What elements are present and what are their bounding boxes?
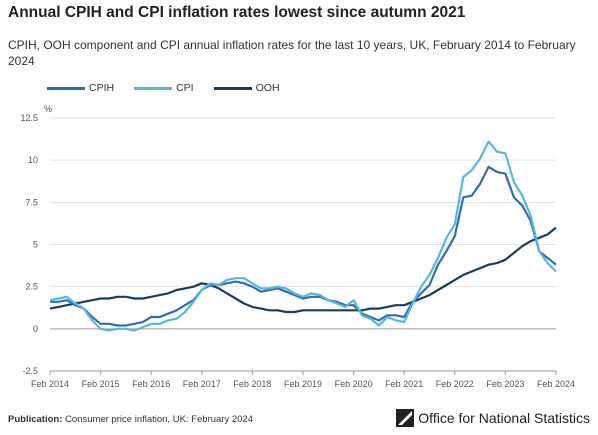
y-tick-label: 0 xyxy=(33,324,38,334)
y-tick-label: 7.5 xyxy=(25,197,38,207)
ons-logo-icon xyxy=(396,409,415,427)
x-tick-label: Feb 2014 xyxy=(31,379,69,389)
y-axis-unit: % xyxy=(44,104,52,114)
y-tick-label: 5 xyxy=(33,240,38,250)
x-tick-label: Feb 2018 xyxy=(233,379,271,389)
ons-logo: Office for National Statistics xyxy=(396,409,590,427)
legend-swatch-cpih xyxy=(47,86,85,90)
x-tick-label: Feb 2017 xyxy=(183,379,221,389)
legend-label-ooh: OOH xyxy=(255,82,280,94)
x-tick-label: Feb 2022 xyxy=(436,379,474,389)
ons-logo-text: Office for National Statistics xyxy=(418,410,590,426)
y-tick-label: 2.5 xyxy=(25,282,38,292)
x-tick-label: Feb 2021 xyxy=(385,379,423,389)
legend: CPIH CPI OOH xyxy=(47,82,300,94)
y-tick-label: -2.5 xyxy=(22,366,38,376)
legend-swatch-ooh xyxy=(213,86,252,90)
legend-swatch-cpi xyxy=(134,86,173,90)
x-tick-label: Feb 2020 xyxy=(335,379,373,389)
chart-subtitle: CPIH, OOH component and CPI annual infla… xyxy=(8,38,576,68)
legend-item-cpi: CPI xyxy=(134,82,194,94)
x-tick-label: Feb 2023 xyxy=(486,379,524,389)
footer: Publication: Consumer price inflation, U… xyxy=(8,414,253,425)
series-line-ooh xyxy=(49,226,557,314)
footer-text: Consumer price inflation, UK: February 2… xyxy=(65,414,253,425)
footer-label: Publication: xyxy=(8,414,63,425)
y-tick-label: 12.5 xyxy=(20,113,38,123)
legend-label-cpih: CPIH xyxy=(89,82,115,94)
series-line-cpih xyxy=(50,165,557,327)
chart-title: Annual CPIH and CPI inflation rates lowe… xyxy=(8,4,466,21)
legend-label-cpi: CPI xyxy=(176,82,194,94)
legend-item-cpih: CPIH xyxy=(47,82,114,94)
series-line-cpi xyxy=(49,140,557,332)
y-tick-label: 10 xyxy=(28,155,38,165)
legend-item-ooh: OOH xyxy=(213,82,280,94)
line-chart: -2.5 0 2.5 5 7.5 10 12.5% Feb 2014 Feb 2015 Feb 2… xyxy=(20,104,575,389)
x-tick-label: Feb 2024 xyxy=(537,379,575,389)
x-tick-label: Feb 2019 xyxy=(284,379,322,389)
x-tick-label: Feb 2015 xyxy=(82,379,120,389)
x-tick-label: Feb 2016 xyxy=(132,379,170,389)
